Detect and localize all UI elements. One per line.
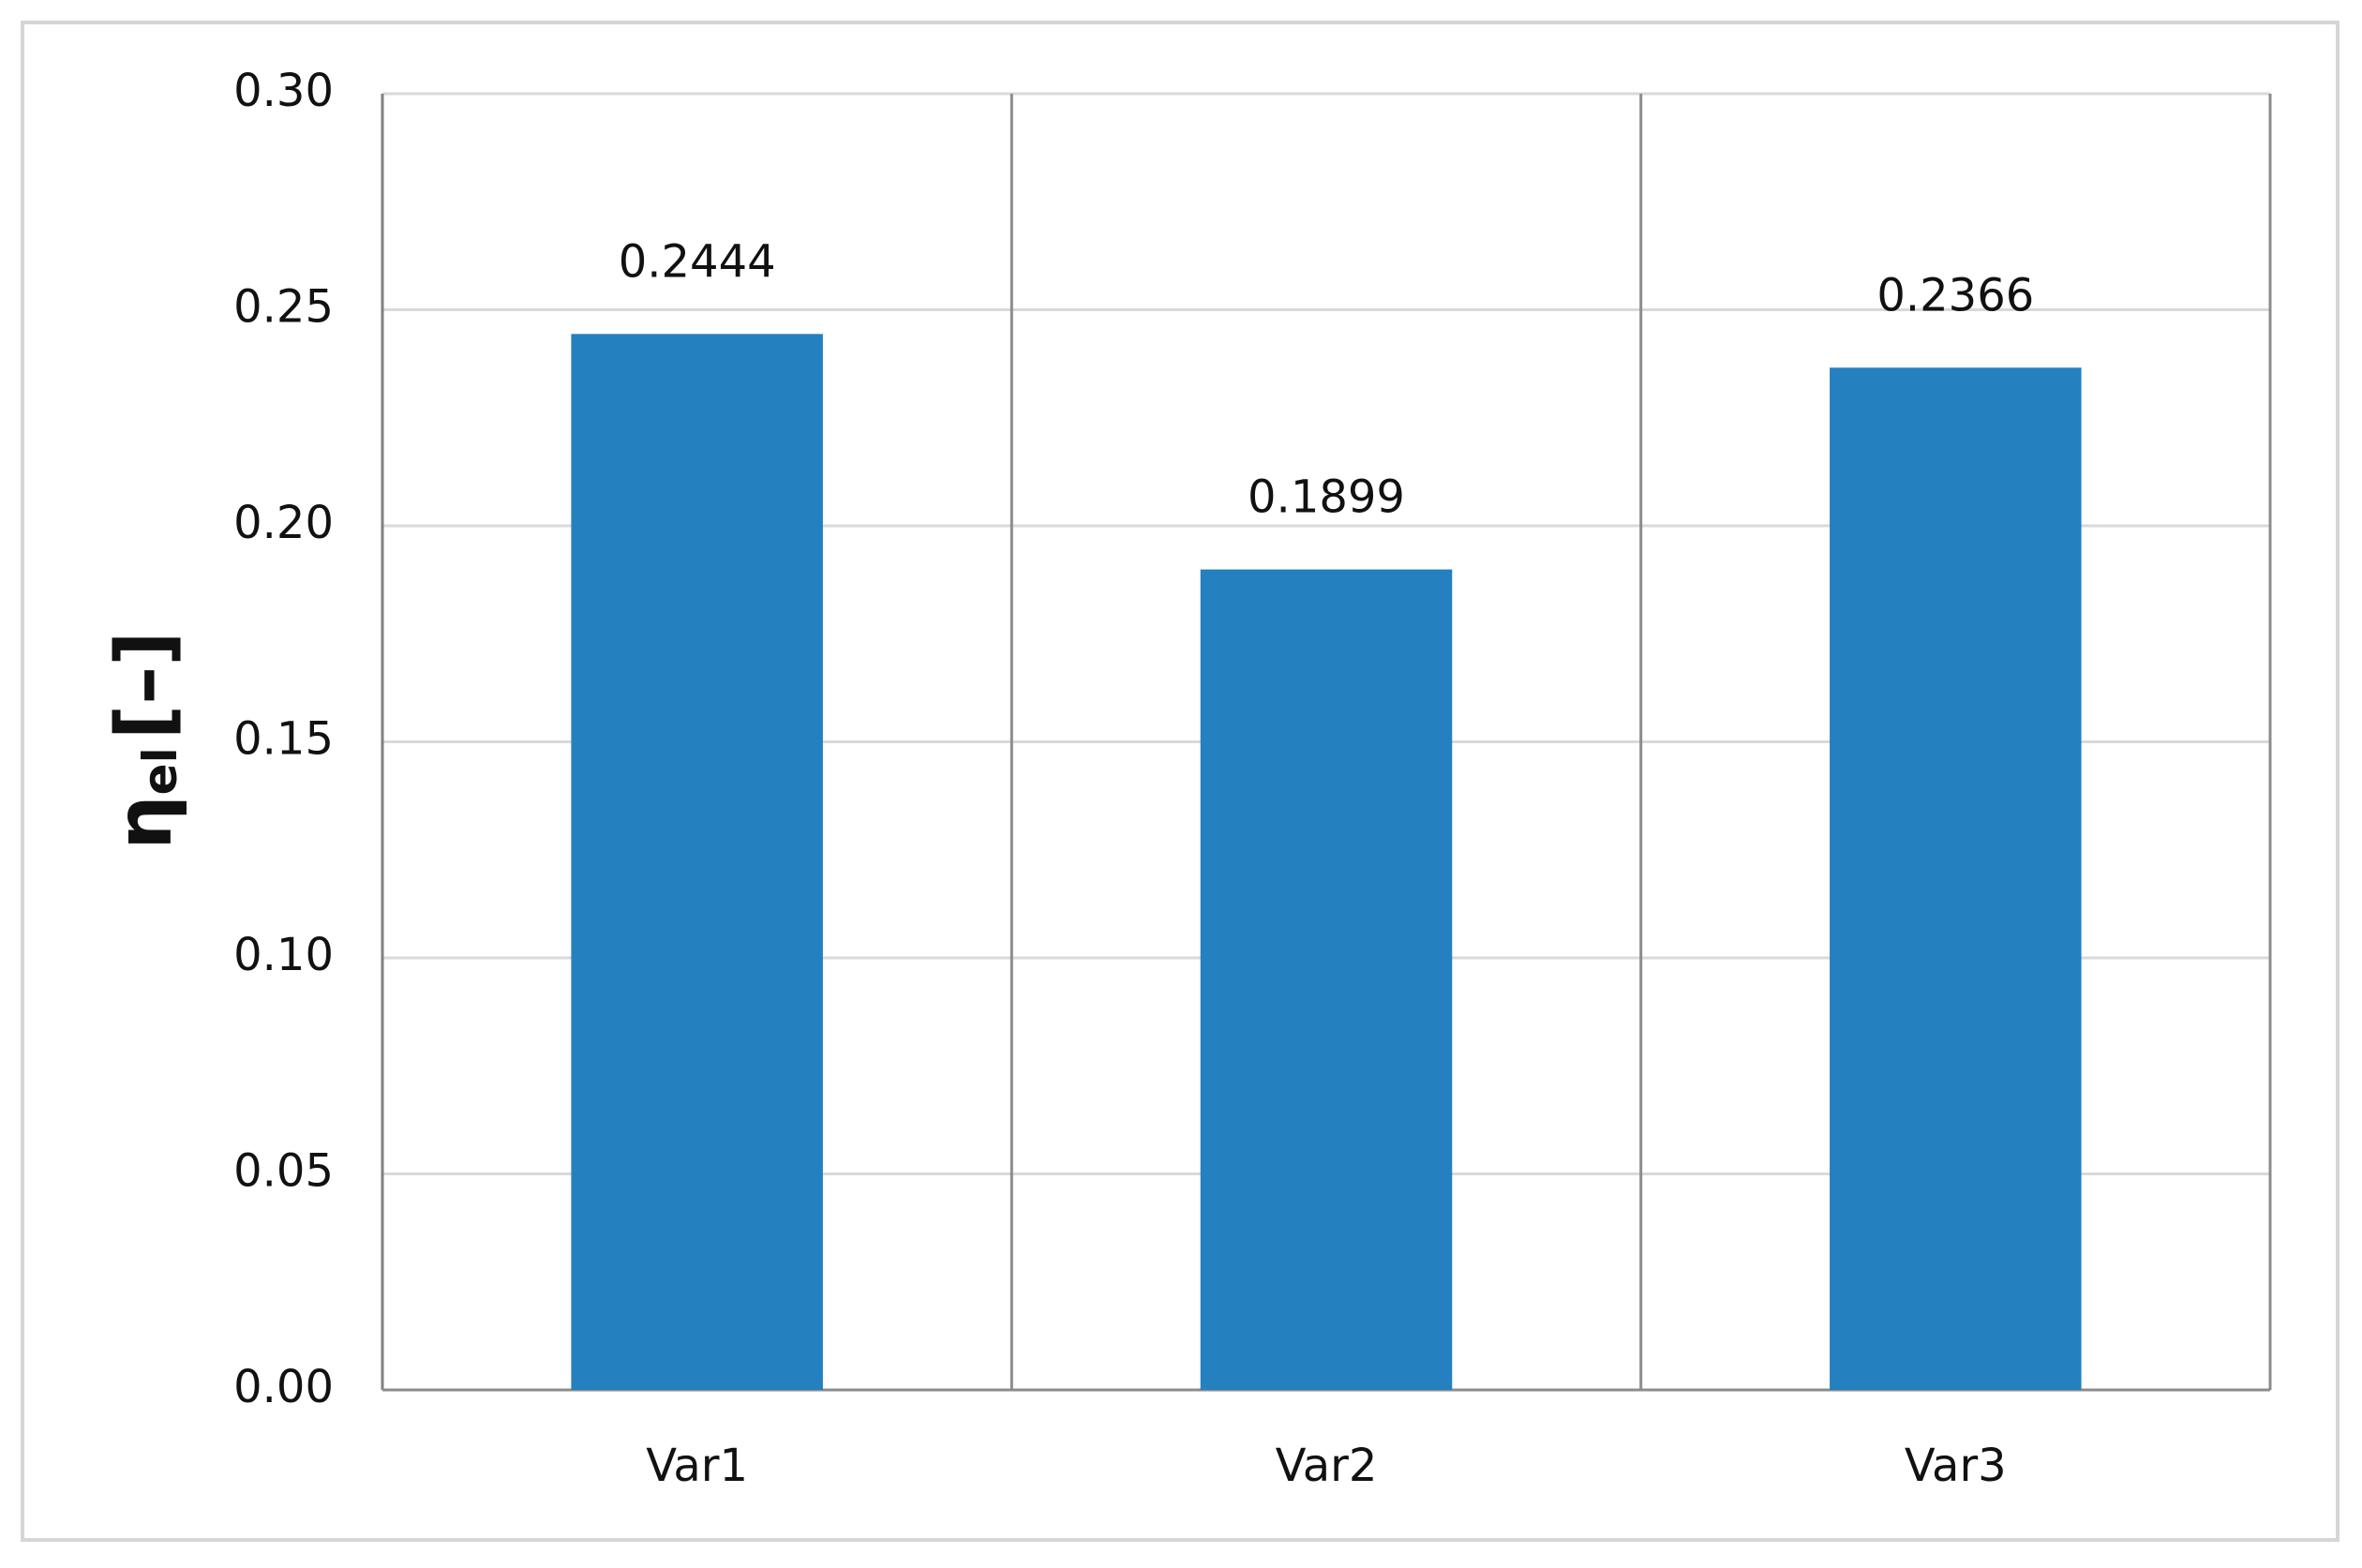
- value-label: 0.2444: [619, 235, 776, 288]
- bar: [1830, 367, 2082, 1391]
- x-tick-label: Var1: [646, 1440, 748, 1492]
- value-label: 0.1899: [1248, 471, 1405, 524]
- y-axis-unit: [–]: [100, 631, 189, 739]
- y-tick-label: 0.30: [233, 65, 334, 117]
- bar: [571, 334, 823, 1390]
- value-label: 0.2366: [1876, 269, 2034, 321]
- bar: [1200, 569, 1453, 1390]
- marks: [571, 334, 2082, 1391]
- y-tick-label: 0.05: [233, 1145, 334, 1198]
- x-tick-label: Var3: [1905, 1440, 2007, 1492]
- y-tick-label: 0.10: [233, 929, 334, 981]
- y-axis-symbol: η: [100, 795, 189, 849]
- y-tick-label: 0.15: [233, 713, 334, 766]
- y-axis-title: ηel [–]: [100, 631, 189, 849]
- y-tick-label: 0.25: [233, 281, 334, 334]
- y-tick-label: 0.00: [233, 1361, 334, 1413]
- x-tick-label: Var2: [1276, 1440, 1378, 1492]
- y-axis-subscript: el: [133, 747, 187, 795]
- y-tick-label: 0.20: [233, 497, 334, 549]
